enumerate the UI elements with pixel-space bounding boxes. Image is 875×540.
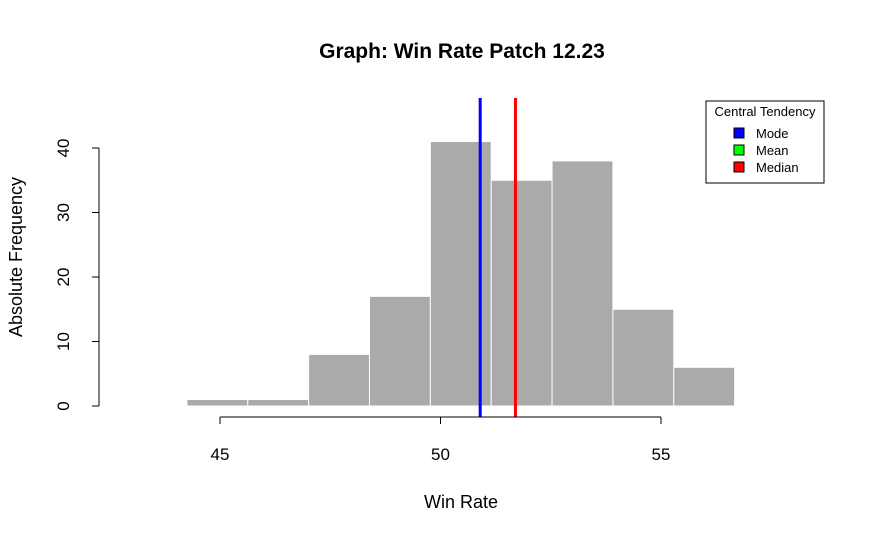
chart-title: Graph: Win Rate Patch 12.23 xyxy=(319,40,605,63)
legend-entries: Mode Mean Median xyxy=(733,126,799,175)
histogram-bar xyxy=(368,295,431,407)
histogram-bar xyxy=(612,308,675,407)
legend-label: Mean xyxy=(756,143,789,158)
histogram-bar xyxy=(247,399,310,407)
y-tick-label: 0 xyxy=(54,401,73,410)
legend: Central Tendency Mode Mean Median xyxy=(705,100,825,184)
histogram-bar xyxy=(551,160,614,407)
histogram-bars xyxy=(186,141,736,407)
y-tick-label: 10 xyxy=(54,332,73,351)
y-tick-label: 30 xyxy=(54,203,73,222)
x-axis-label: Win Rate xyxy=(424,492,498,512)
legend-title: Central Tendency xyxy=(715,104,816,119)
y-axis: 0 10 20 30 40 xyxy=(54,139,100,411)
x-axis: 45 50 55 xyxy=(211,416,671,464)
histogram-bar xyxy=(490,179,553,407)
x-tick-label: 45 xyxy=(211,445,230,464)
legend-swatch xyxy=(733,127,745,139)
y-tick-label: 20 xyxy=(54,268,73,287)
y-axis-label: Absolute Frequency xyxy=(6,177,26,337)
y-tick-label: 40 xyxy=(54,139,73,158)
legend-label: Mode xyxy=(756,126,789,141)
x-tick-label: 50 xyxy=(431,445,450,464)
histogram-bar xyxy=(308,353,370,407)
legend-label: Median xyxy=(756,160,799,175)
histogram-bar xyxy=(673,366,736,407)
legend-swatch xyxy=(733,144,745,156)
reference-lines xyxy=(478,98,517,417)
legend-swatch xyxy=(733,161,745,173)
histogram-bar xyxy=(186,399,249,407)
histogram-bar xyxy=(429,141,492,407)
x-tick-label: 55 xyxy=(652,445,671,464)
legend-box xyxy=(705,100,825,184)
